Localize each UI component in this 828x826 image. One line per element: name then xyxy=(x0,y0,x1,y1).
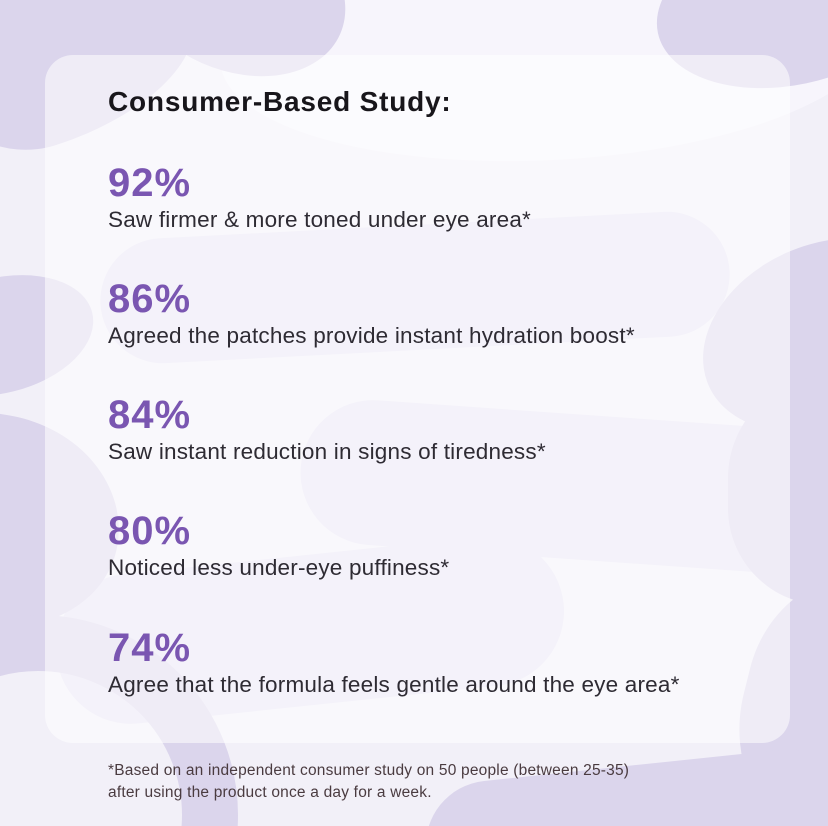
stat-description: Saw firmer & more toned under eye area* xyxy=(108,207,532,232)
stat-item: 92% Saw firmer & more toned under eye ar… xyxy=(108,163,750,234)
stat-item: 84% Saw instant reduction in signs of ti… xyxy=(108,395,750,466)
footnote-line-1: *Based on an independent consumer study … xyxy=(108,762,630,779)
stat-item: 74% Agree that the formula feels gentle … xyxy=(108,628,750,699)
stat-description: Agreed the patches provide instant hydra… xyxy=(108,323,635,349)
stat-description: Agree that the formula feels gentle arou… xyxy=(108,671,680,697)
stat-percent: 92% xyxy=(108,161,192,205)
footnote-line-2: after using the product once a day for a… xyxy=(108,784,432,801)
study-card: Consumer-Based Study: 92% Saw firmer & m… xyxy=(45,55,790,743)
stat-percent: 74% xyxy=(108,625,192,670)
stat-description: Saw instant reduction in signs of tiredn… xyxy=(108,439,546,465)
page-title: Consumer-Based Study: xyxy=(108,86,452,117)
stat-item: 86% Agreed the patches provide instant h… xyxy=(108,279,750,350)
stat-description: Noticed less under-eye puffiness* xyxy=(108,555,450,581)
footnote: *Based on an independent consumer study … xyxy=(108,760,629,804)
stat-item: 80% Noticed less under-eye puffiness* xyxy=(108,511,750,582)
stat-percent: 86% xyxy=(108,277,192,322)
stat-percent: 80% xyxy=(108,509,192,554)
stat-percent: 84% xyxy=(108,393,192,438)
